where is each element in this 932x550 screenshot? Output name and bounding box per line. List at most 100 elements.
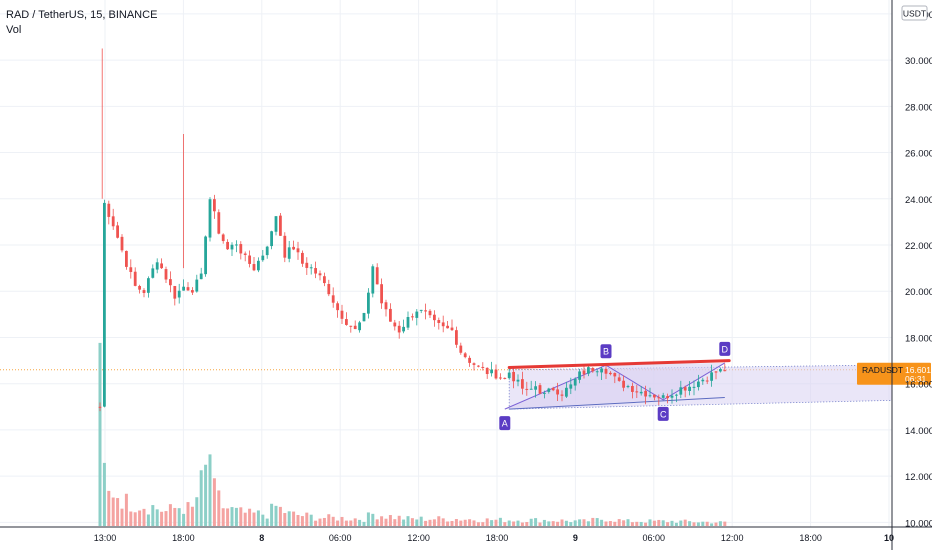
candle-body	[314, 268, 317, 274]
volume-bar	[639, 521, 643, 526]
candle-body	[147, 278, 150, 293]
chart-legend: RAD / TetherUS, 15, BINANCE Vol	[6, 8, 157, 38]
pattern-triangle-bcd	[606, 362, 725, 400]
volume-bar	[129, 511, 133, 526]
volume-bar	[252, 512, 256, 526]
pattern-point-d[interactable]: D	[719, 341, 731, 356]
volume-bar	[366, 512, 370, 526]
pattern-point-a[interactable]: A	[499, 416, 511, 431]
volume-bar	[560, 519, 564, 526]
volume-bar	[591, 517, 595, 526]
volume-bar	[578, 519, 582, 526]
grid	[0, 0, 892, 527]
candle-body	[609, 372, 612, 375]
volume-bar	[547, 521, 551, 526]
pattern-point-b[interactable]: B	[600, 344, 612, 359]
volume-bar	[217, 490, 221, 526]
volume-bar	[630, 522, 634, 526]
volume-bar	[362, 521, 366, 526]
price-tick-label: 10.000	[905, 518, 932, 529]
symbol-title[interactable]: RAD / TetherUS, 15, BINANCE	[6, 9, 158, 21]
time-tick-label: 18:00	[486, 533, 509, 543]
volume-bar	[661, 520, 665, 526]
volume-bar	[380, 516, 384, 526]
candle-body	[107, 203, 111, 217]
candle-body	[389, 308, 392, 322]
candle-body	[243, 253, 247, 255]
candle-body	[309, 267, 313, 269]
candle-body	[723, 370, 727, 372]
volume-bar	[446, 521, 450, 526]
support-line[interactable]	[509, 397, 725, 410]
volume-bar	[490, 520, 494, 526]
candle-body	[437, 320, 441, 323]
volume-bar	[586, 521, 590, 526]
volume-bar	[604, 521, 608, 526]
candle-body	[230, 244, 234, 250]
currency-button[interactable]: USDT	[901, 5, 928, 21]
candle-body	[375, 267, 379, 285]
volume-bar	[481, 522, 485, 526]
volume-bar	[688, 521, 692, 526]
volume-bar	[648, 519, 652, 526]
volume-bar	[133, 512, 137, 526]
volume-bar	[692, 522, 696, 526]
candle-body	[617, 377, 621, 381]
candle-body	[587, 367, 590, 374]
volume-bar	[626, 519, 630, 526]
price-tick-label: 30.000	[905, 56, 932, 67]
volume-bar	[476, 522, 480, 526]
volume-bars	[98, 342, 727, 526]
volume-bar	[300, 516, 304, 526]
volume-bar	[230, 507, 234, 526]
candle-body	[129, 267, 133, 272]
volume-indicator-label[interactable]: Vol	[6, 24, 22, 36]
volume-bar	[226, 508, 230, 526]
candle-body	[345, 319, 348, 325]
candle-body	[433, 314, 436, 321]
candle-body	[221, 234, 225, 242]
volume-bar	[305, 512, 309, 526]
resistance-line[interactable]	[507, 359, 731, 370]
candle-body	[226, 241, 229, 250]
pattern-point-c[interactable]: C	[657, 406, 669, 421]
time-tick-label: 8	[259, 533, 264, 543]
volume-bar	[358, 519, 362, 526]
volume-bar	[424, 520, 428, 526]
candle-body	[705, 380, 709, 382]
candle-body	[204, 236, 207, 275]
volume-bar	[419, 516, 423, 526]
candle-body	[252, 264, 256, 271]
candle-body	[529, 388, 533, 390]
volume-bar	[212, 478, 216, 526]
time-tick-label: 9	[573, 533, 578, 543]
candle-body	[239, 244, 243, 254]
candle-body	[512, 371, 515, 382]
time-tick-label: 06:00	[329, 533, 352, 543]
candle-body	[516, 379, 520, 382]
volume-bar	[701, 521, 705, 526]
candle-body	[274, 216, 278, 232]
pattern-label-box	[600, 344, 612, 359]
volume-bar	[151, 505, 155, 526]
volume-bar	[375, 519, 379, 526]
candle-body	[191, 290, 194, 293]
volume-bar	[116, 498, 120, 526]
candle-body	[419, 309, 423, 311]
volume-bar	[120, 508, 124, 526]
volume-bar	[432, 519, 436, 526]
candle-body	[327, 284, 331, 295]
volume-bar	[652, 520, 656, 526]
volume-bar	[582, 519, 586, 526]
volume-bar	[322, 517, 326, 526]
candle-body	[657, 397, 661, 399]
time-tick-label: 13:00	[94, 533, 117, 543]
candle-body	[648, 395, 652, 397]
candle-body	[679, 387, 683, 395]
candle-body	[547, 388, 551, 392]
candle-body	[406, 317, 410, 328]
candle-body	[551, 387, 555, 391]
